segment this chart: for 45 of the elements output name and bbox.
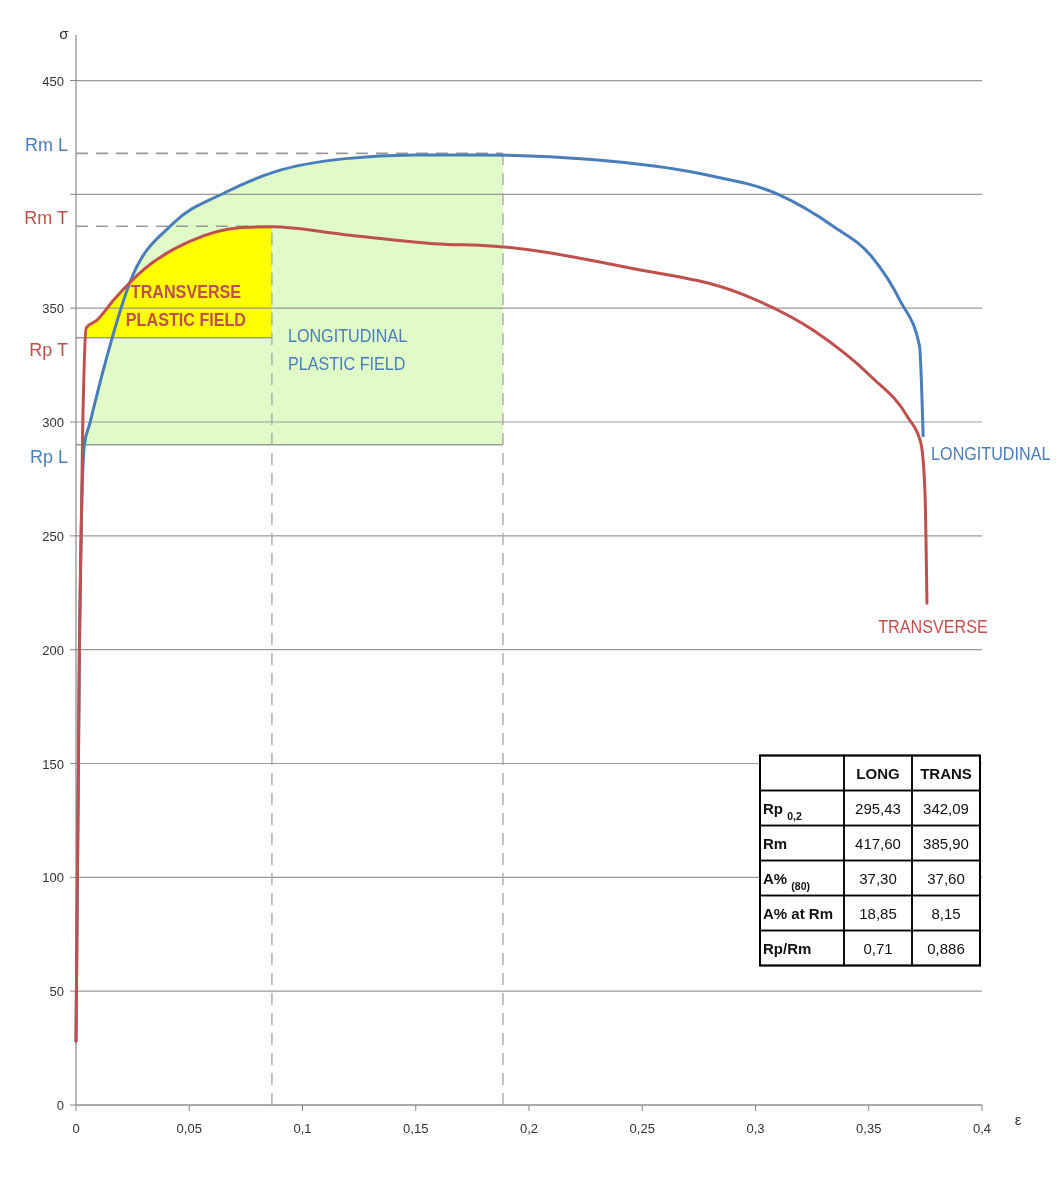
- y-tick-label: 150: [42, 756, 64, 772]
- y-tick-label: 200: [42, 642, 64, 658]
- x-tick-label: 0,3: [746, 1121, 765, 1136]
- annotation: LONG: [856, 764, 900, 782]
- annotation: 18,85: [859, 904, 897, 922]
- x-tick-label: 0: [72, 1121, 80, 1136]
- annotation: Rm: [763, 834, 788, 852]
- annotation: 37,30: [859, 869, 897, 887]
- x-tick-label: 0,15: [403, 1121, 429, 1136]
- y-tick-label: 250: [42, 528, 64, 544]
- x-tick-label: 0,35: [856, 1121, 882, 1136]
- series-label: LONGITUDINAL: [931, 442, 1051, 464]
- y-tick-label: 450: [42, 73, 64, 89]
- annotation: A% $_{(80)}$: [763, 869, 811, 892]
- annotation: TRANS: [920, 764, 972, 782]
- y-tick-label: 50: [49, 984, 64, 1000]
- ref-line-label: Rm T: [24, 208, 68, 229]
- annotation: 295,43: [855, 799, 901, 817]
- y-tick-label: 100: [42, 870, 64, 886]
- x-tick-label: 0,1: [293, 1121, 312, 1136]
- x-tick-label: 0,25: [629, 1121, 655, 1136]
- annotation: 342,09: [923, 799, 969, 817]
- annotation: 417,60: [855, 834, 901, 852]
- annotation: Rp/Rm: [763, 939, 812, 957]
- x-tick-label: 0,4: [972, 1121, 992, 1136]
- x-axis-title: ε: [1014, 1111, 1022, 1128]
- y-tick-label: 300: [42, 415, 64, 431]
- annotation: A% at Rm: [763, 904, 834, 922]
- annotation: 0,71: [863, 939, 893, 957]
- ref-line-label: Rp T: [29, 339, 68, 360]
- annotation: 8,15: [931, 904, 961, 922]
- annotation: 37,60: [927, 869, 965, 887]
- annotation: 0,886: [927, 939, 965, 957]
- y-tick-label: 0: [56, 1098, 64, 1113]
- annotation: 385,90: [923, 834, 969, 852]
- y-axis-title: σ: [59, 25, 70, 42]
- series-label: TRANSVERSE: [878, 616, 988, 638]
- ref-line-label: Rm L: [24, 135, 68, 156]
- ref-line-label: Rp L: [29, 446, 68, 467]
- y-tick-label: 350: [42, 301, 64, 317]
- annotation: Rp $_{0,2}$: [763, 799, 802, 822]
- band-label: TRANSVERSE PLASTIC FIELD: [125, 280, 247, 331]
- x-tick-label: 0,2: [519, 1121, 539, 1136]
- x-tick-label: 0,05: [176, 1121, 202, 1136]
- band-label: LONGITUDINAL PLASTIC FIELD: [287, 324, 408, 375]
